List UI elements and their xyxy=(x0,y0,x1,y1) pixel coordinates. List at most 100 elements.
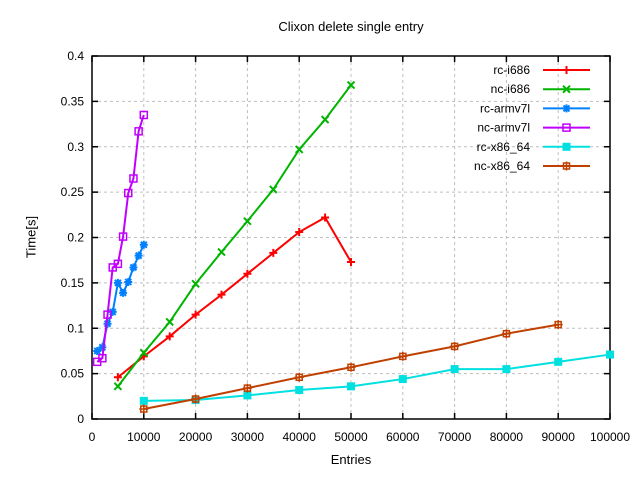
y-tick-label: 0.4 xyxy=(67,49,84,63)
data-point-marker xyxy=(140,241,148,249)
x-tick-label: 20000 xyxy=(179,430,213,444)
data-point-marker xyxy=(450,341,460,351)
data-point-marker xyxy=(450,365,459,374)
data-point-marker xyxy=(606,350,614,359)
x-tick-label: 70000 xyxy=(438,430,472,444)
data-point-marker xyxy=(139,404,149,414)
series-rc-armv7l xyxy=(93,240,148,355)
data-point-marker xyxy=(320,115,330,124)
x-tick-label: 60000 xyxy=(386,430,420,444)
legend-entry-nc-x86_64: nc-x86_64 xyxy=(474,159,590,173)
data-point-marker xyxy=(347,258,355,267)
y-tick-label: 0.25 xyxy=(61,185,85,199)
x-tick-label: 100000 xyxy=(590,430,630,444)
data-point-marker xyxy=(294,372,304,382)
data-point-marker xyxy=(553,320,563,330)
data-point-marker xyxy=(129,174,138,183)
data-point-marker xyxy=(139,110,149,120)
data-point-marker xyxy=(124,278,132,286)
data-point-marker xyxy=(129,263,138,272)
data-point-marker xyxy=(113,259,123,269)
y-tick-label: 0.3 xyxy=(67,140,84,154)
series-nc-x86_64 xyxy=(139,320,563,414)
legend-label: nc-x86_64 xyxy=(474,159,530,173)
data-point-marker xyxy=(346,362,356,372)
data-point-marker xyxy=(321,213,330,222)
data-point-marker xyxy=(103,310,112,319)
data-point-marker xyxy=(242,383,252,393)
data-point-marker xyxy=(165,332,174,341)
legend: rc-i686 nc-i686 rc-armv7l nc-armv7l rc-x86_6… xyxy=(474,63,590,173)
data-point-marker xyxy=(113,373,122,382)
legend-label: nc-i686 xyxy=(491,82,531,96)
series-line-rc-i686 xyxy=(117,216,352,379)
data-point-marker xyxy=(398,351,408,361)
legend-entry-rc-x86_64: rc-x86_64 xyxy=(477,140,590,154)
data-point-marker xyxy=(295,228,304,237)
series-rc-x86_64 xyxy=(139,350,614,405)
y-tick-label: 0.15 xyxy=(61,276,85,290)
data-point-marker xyxy=(139,348,149,357)
data-point-marker xyxy=(114,279,122,287)
data-point-marker xyxy=(562,123,571,132)
data-point-marker xyxy=(118,232,128,241)
legend-label: nc-armv7l xyxy=(477,121,530,135)
data-point-marker xyxy=(269,185,278,194)
data-point-marker xyxy=(191,279,200,288)
series-nc-i686 xyxy=(113,80,356,391)
legend-entry-rc-armv7l: rc-armv7l xyxy=(480,101,590,115)
x-tick-label: 40000 xyxy=(283,430,317,444)
data-point-marker xyxy=(139,396,148,405)
data-point-marker xyxy=(346,80,356,90)
data-point-marker xyxy=(269,248,278,257)
axis-ticks xyxy=(91,55,611,420)
data-point-marker xyxy=(554,357,563,366)
data-point-marker xyxy=(562,104,571,113)
legend-entry-rc-i686: rc-i686 xyxy=(493,63,590,77)
y-tick-label: 0.05 xyxy=(61,367,85,381)
tick-labels: 0 10000 20000 30000 40000 50000 60000 70000 8000… xyxy=(61,49,631,444)
y-tick-label: 0.2 xyxy=(67,231,84,245)
data-point-marker xyxy=(502,365,511,374)
legend-entry-nc-armv7l: nc-armv7l xyxy=(477,121,590,135)
x-tick-label: 30000 xyxy=(231,430,265,444)
x-tick-label: 0 xyxy=(89,430,96,444)
data-point-marker xyxy=(294,145,304,154)
data-point-marker xyxy=(562,66,571,74)
x-tick-label: 50000 xyxy=(334,430,368,444)
data-point-marker xyxy=(562,84,571,94)
data-point-marker xyxy=(243,269,252,278)
data-point-marker xyxy=(113,382,123,391)
data-point-marker xyxy=(134,127,143,136)
y-tick-label: 0.1 xyxy=(67,321,84,335)
x-tick-label: 10000 xyxy=(127,430,161,444)
legend-label: rc-x86_64 xyxy=(477,140,531,154)
data-point-marker xyxy=(501,329,511,339)
x-axis-label: Entries xyxy=(330,452,372,467)
data-point-marker xyxy=(134,251,143,260)
data-point-marker xyxy=(93,347,101,355)
data-point-marker xyxy=(398,375,407,384)
data-point-marker xyxy=(217,247,226,257)
data-point-marker xyxy=(243,216,252,226)
x-tick-label: 80000 xyxy=(490,430,524,444)
series-line-rc-x86_64 xyxy=(143,353,611,402)
chart-title: Clixon delete single entry xyxy=(278,19,424,34)
data-point-marker xyxy=(119,289,127,297)
data-point-marker xyxy=(562,161,571,171)
series-line-nc-i686 xyxy=(117,84,352,387)
y-tick-label: 0.35 xyxy=(61,94,85,108)
data-point-marker xyxy=(191,310,200,319)
series-line-nc-armv7l xyxy=(96,114,145,363)
data-point-marker xyxy=(165,317,174,327)
data-point-marker xyxy=(191,394,201,404)
legend-label: rc-i686 xyxy=(493,63,530,77)
x-tick-label: 90000 xyxy=(542,430,576,444)
y-axis-label: Time[s] xyxy=(23,215,39,259)
data-point-marker xyxy=(295,385,304,394)
data-point-marker xyxy=(562,142,571,151)
series-rc-i686 xyxy=(113,213,355,382)
data-point-marker xyxy=(217,290,226,299)
